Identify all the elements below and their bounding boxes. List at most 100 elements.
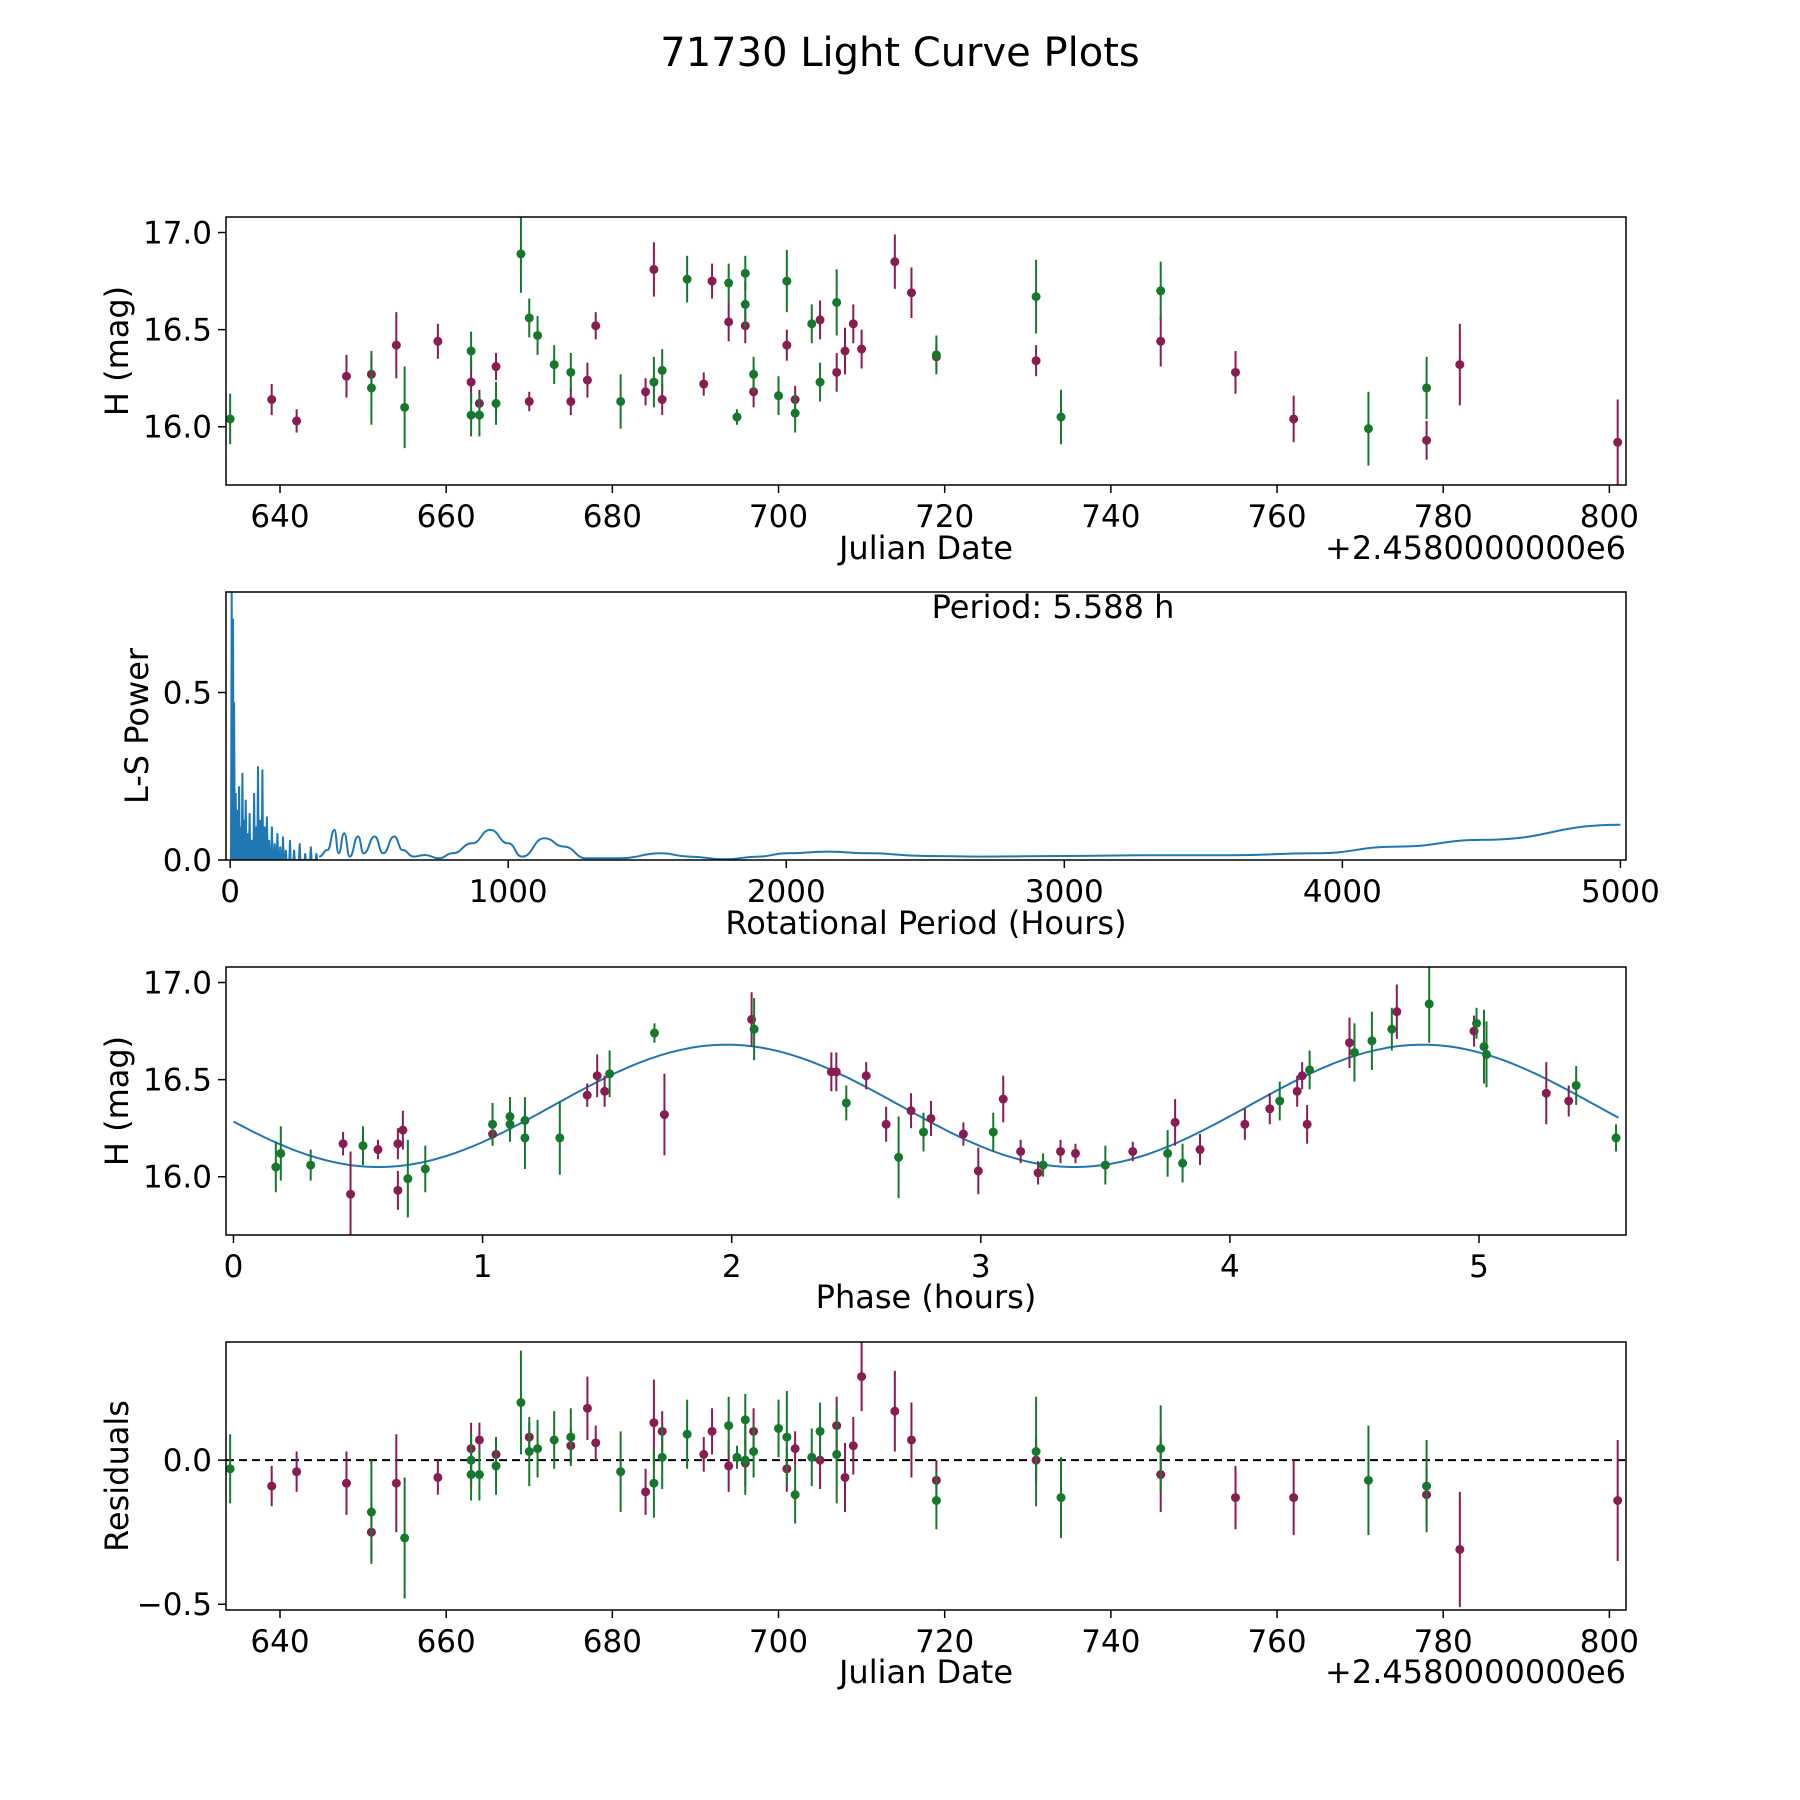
data-point-magenta bbox=[341, 371, 351, 381]
data-point-green bbox=[1275, 1096, 1285, 1106]
data-point-magenta bbox=[840, 346, 850, 356]
data-point-green bbox=[682, 1429, 692, 1439]
data-point-magenta bbox=[998, 1094, 1008, 1104]
data-point-magenta bbox=[1070, 1148, 1080, 1158]
y-tick-label: 16.5 bbox=[143, 313, 212, 349]
data-point-magenta bbox=[1128, 1146, 1138, 1156]
data-point-green bbox=[732, 1452, 742, 1462]
data-point-green bbox=[505, 1119, 515, 1129]
panel-residuals-offset: +2.4580000000e6 bbox=[1325, 1653, 1626, 1691]
data-point-green bbox=[276, 1148, 286, 1158]
data-point-green bbox=[488, 1119, 498, 1129]
data-point-magenta bbox=[641, 1487, 651, 1497]
y-tick-label: 0.0 bbox=[163, 1443, 212, 1479]
y-tick-label: 16.5 bbox=[143, 1063, 212, 1099]
data-point-magenta bbox=[600, 1086, 610, 1096]
data-point-green bbox=[466, 1470, 476, 1480]
data-point-green bbox=[474, 1470, 484, 1480]
panel-periodogram-frame bbox=[225, 591, 1627, 861]
periodogram-spikes bbox=[230, 592, 319, 860]
data-point-green bbox=[740, 1455, 750, 1465]
data-point-magenta bbox=[1289, 414, 1299, 424]
data-point-green bbox=[740, 299, 750, 309]
y-tick-label: 17.0 bbox=[143, 216, 212, 252]
data-point-magenta bbox=[466, 377, 476, 387]
data-point-green bbox=[524, 1447, 534, 1457]
data-point-green bbox=[774, 391, 784, 401]
data-point-magenta bbox=[973, 1166, 983, 1176]
data-point-green bbox=[815, 377, 825, 387]
data-point-green bbox=[466, 410, 476, 420]
x-tick-label: 5 bbox=[1469, 1249, 1489, 1285]
data-point-magenta bbox=[582, 1403, 592, 1413]
plot-area bbox=[226, 217, 1623, 485]
data-point-magenta bbox=[338, 1139, 348, 1149]
data-point-green bbox=[724, 278, 734, 288]
data-point-magenta bbox=[861, 1071, 871, 1081]
data-point-magenta bbox=[958, 1129, 968, 1139]
data-point-green bbox=[649, 377, 659, 387]
data-point-green bbox=[1363, 424, 1373, 434]
panel-lightcurve-ylabel: H (mag) bbox=[98, 286, 136, 416]
data-point-green bbox=[894, 1152, 904, 1162]
data-point-magenta bbox=[1455, 1544, 1465, 1554]
periodogram-line bbox=[318, 823, 1621, 860]
data-point-green bbox=[832, 297, 842, 307]
data-point-green bbox=[400, 402, 410, 412]
data-point-green bbox=[549, 360, 559, 370]
data-point-magenta bbox=[591, 321, 601, 331]
y-tick-label: 17.0 bbox=[143, 966, 212, 1002]
x-tick-label: 740 bbox=[1081, 499, 1140, 535]
data-point-green bbox=[403, 1174, 413, 1184]
panel-lightcurve-frame bbox=[225, 216, 1627, 486]
data-point-green bbox=[1056, 1493, 1066, 1503]
data-point-green bbox=[524, 313, 534, 323]
data-point-green bbox=[790, 1490, 800, 1500]
data-point-magenta bbox=[373, 1145, 383, 1155]
panel-phased-ylabel: H (mag) bbox=[98, 1036, 136, 1166]
data-point-green bbox=[1481, 1049, 1491, 1059]
panel-residuals-xlabel: Julian Date bbox=[837, 1653, 1013, 1691]
x-tick-label: 660 bbox=[417, 1624, 476, 1660]
data-point-green bbox=[420, 1164, 430, 1174]
x-tick-label: 0 bbox=[224, 1249, 244, 1285]
data-point-green bbox=[366, 383, 376, 393]
data-point-magenta bbox=[341, 1478, 351, 1488]
data-point-green bbox=[533, 330, 543, 340]
x-tick-label: 720 bbox=[915, 1624, 974, 1660]
x-tick-label: 1000 bbox=[469, 874, 548, 910]
data-point-magenta bbox=[1240, 1119, 1250, 1129]
data-point-magenta bbox=[1344, 1038, 1354, 1048]
y-tick-label: 0.0 bbox=[163, 843, 212, 879]
model-fit-curve bbox=[233, 1043, 1619, 1168]
data-point-magenta bbox=[398, 1125, 408, 1135]
data-point-magenta bbox=[1613, 1495, 1623, 1505]
data-point-green bbox=[749, 1024, 759, 1034]
data-point-magenta bbox=[724, 317, 734, 327]
panel-lightcurve-offset: +2.4580000000e6 bbox=[1325, 529, 1626, 567]
x-tick-label: 760 bbox=[1247, 499, 1306, 535]
data-point-green bbox=[1367, 1036, 1377, 1046]
data-point-green bbox=[1056, 412, 1066, 422]
data-point-green bbox=[1031, 292, 1041, 302]
data-point-magenta bbox=[906, 288, 916, 298]
data-point-magenta bbox=[1156, 336, 1166, 346]
data-point-magenta bbox=[1230, 1493, 1240, 1503]
data-point-magenta bbox=[857, 1372, 867, 1382]
data-point-magenta bbox=[433, 1472, 443, 1482]
data-point-magenta bbox=[782, 340, 792, 350]
panel-phased: 0 1 2 3 4 5 16.0 16.5 17.0 Phase (hours) H (mag) bbox=[98, 966, 1627, 1316]
x-tick-label: 5000 bbox=[1581, 874, 1660, 910]
x-tick-label: 760 bbox=[1247, 1624, 1306, 1660]
x-tick-label: 2000 bbox=[747, 874, 826, 910]
data-point-green bbox=[1472, 1018, 1482, 1028]
data-point-magenta bbox=[1564, 1096, 1574, 1106]
panel-periodogram-xlabel: Rotational Period (Hours) bbox=[725, 904, 1126, 942]
data-point-magenta bbox=[831, 1067, 841, 1077]
data-point-magenta bbox=[926, 1113, 936, 1123]
data-point-green bbox=[649, 1028, 659, 1038]
x-tick-label: 4 bbox=[1220, 1249, 1240, 1285]
data-point-magenta bbox=[1613, 437, 1623, 447]
data-point-magenta bbox=[433, 336, 443, 346]
periodogram-annotation: Period: 5.588 h bbox=[932, 588, 1175, 626]
